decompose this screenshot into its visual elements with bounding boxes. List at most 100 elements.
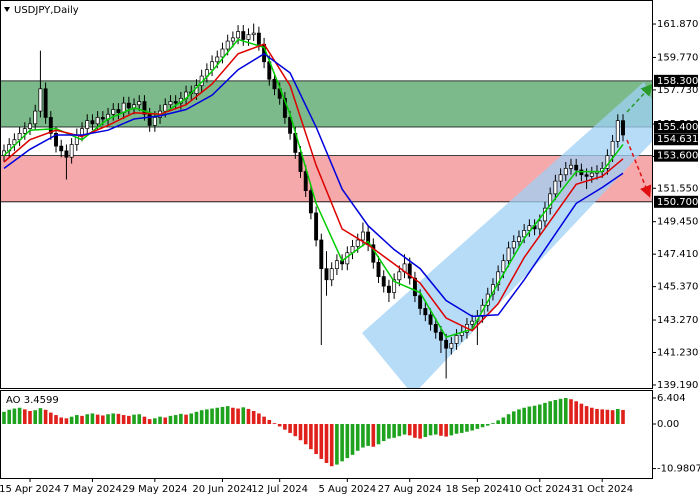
ao-bar	[324, 423, 329, 463]
y-tick-label: 139.190	[657, 380, 698, 391]
ao-bar	[127, 415, 131, 424]
ao-bar	[407, 423, 412, 436]
ao-bar	[199, 410, 204, 424]
candle-body	[329, 268, 334, 281]
ao-bar	[584, 406, 589, 424]
ao-bar	[194, 411, 199, 424]
y-tick-label: 161.870	[657, 19, 698, 30]
ao-bar	[277, 423, 282, 427]
ao-bar	[340, 423, 344, 462]
ao-bar	[49, 412, 53, 424]
ao-bar	[355, 423, 360, 451]
ao-bar	[90, 413, 95, 424]
candle-body	[553, 180, 558, 195]
ao-bar	[23, 409, 27, 424]
ao-bar	[423, 423, 428, 437]
ao-bar	[43, 409, 48, 424]
candle-body	[64, 150, 69, 158]
y-tick-label: 159.770	[657, 52, 698, 63]
ao-bar	[444, 423, 448, 437]
ao-bar	[298, 423, 303, 441]
candle-body	[241, 31, 246, 40]
ao-bar	[272, 423, 277, 424]
ao-bar	[522, 407, 526, 424]
candle-body	[225, 40, 230, 50]
ao-bar	[69, 416, 74, 424]
ao-bar	[303, 423, 308, 445]
candle-body	[522, 230, 527, 238]
ao-bar	[168, 415, 173, 424]
ao-bar	[543, 402, 547, 424]
candle-body	[152, 117, 157, 126]
ao-bar	[517, 409, 521, 424]
ao-bar	[361, 423, 365, 448]
candle-body	[615, 120, 620, 142]
ao-bar	[454, 423, 459, 434]
ao-bar	[470, 423, 474, 431]
candle-body	[116, 109, 121, 114]
candle-body	[142, 101, 147, 115]
ao-bar	[589, 407, 594, 424]
candle-body	[163, 104, 168, 112]
ao-bar	[491, 423, 495, 424]
ao-bar	[225, 406, 230, 424]
ao-bar	[7, 409, 12, 424]
candle-body	[59, 145, 64, 152]
ao-bar	[449, 423, 454, 436]
candle-body	[95, 117, 100, 125]
candle-body	[48, 117, 53, 134]
candle-body	[392, 279, 397, 293]
ao-bar	[501, 417, 506, 424]
y-tick-label: 143.270	[657, 315, 698, 326]
candle-body	[371, 244, 376, 263]
ao-bar	[28, 410, 32, 424]
ao-bar	[574, 401, 578, 424]
candle-body	[168, 101, 173, 106]
ao-bar	[350, 423, 355, 455]
candle-body	[28, 123, 32, 129]
x-tick-label: 5 Aug 2024	[318, 484, 376, 495]
candle-body	[319, 239, 324, 269]
ao-bar	[548, 401, 552, 424]
candle-body	[412, 277, 417, 297]
ao-bar	[158, 416, 162, 424]
candle-body	[230, 37, 235, 42]
osc-tick-label: 6.404	[657, 393, 686, 404]
candle-body	[22, 128, 27, 134]
ao-bar	[439, 423, 443, 436]
candle-body	[506, 247, 511, 262]
price-channel	[362, 82, 652, 388]
ao-bar	[220, 406, 225, 424]
ao-bar	[257, 413, 261, 424]
candle-body	[360, 231, 365, 241]
ao-bar	[147, 419, 152, 424]
candle-body	[303, 171, 308, 192]
ao-bar	[496, 420, 500, 424]
candle-body	[80, 128, 84, 136]
candle-body	[210, 61, 215, 71]
candle-body	[324, 268, 329, 281]
x-tick-label: 7 May 2024	[63, 484, 122, 495]
ao-bar	[480, 423, 485, 428]
y-tick-label: 141.230	[657, 348, 698, 359]
candle-body	[449, 343, 454, 349]
candle-body	[43, 88, 48, 118]
x-tick-label: 12 Jul 2024	[251, 484, 308, 495]
candle-body	[308, 190, 313, 214]
level-label: 153.600	[657, 151, 698, 162]
ao-bar	[605, 409, 610, 424]
up-arrow	[626, 83, 654, 113]
candle-body	[334, 260, 339, 269]
ao-bar	[563, 398, 568, 424]
ao-bar	[246, 408, 251, 424]
price-tag	[654, 133, 698, 146]
ao-bar	[137, 414, 142, 424]
candle-body	[470, 320, 475, 325]
ao-bar	[64, 418, 69, 424]
ao-bar	[241, 407, 246, 424]
candle-body	[126, 102, 131, 109]
ao-bar	[2, 411, 6, 424]
oscillator-frame	[0, 390, 653, 479]
osc-tick-label: 0.00	[657, 419, 679, 430]
